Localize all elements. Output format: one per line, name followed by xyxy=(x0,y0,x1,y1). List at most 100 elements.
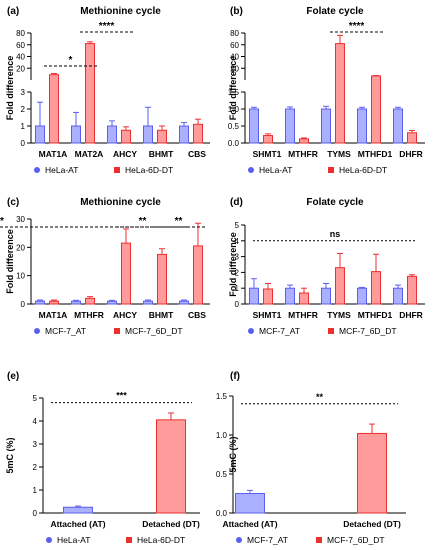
y-tick-label: 3 xyxy=(235,253,240,262)
x-tick-label: MTHFR xyxy=(74,310,104,320)
panel-label: (e) xyxy=(7,371,19,382)
y-tick-label: 20 xyxy=(230,64,239,73)
y-axis-label: Fold difference xyxy=(5,229,15,294)
legend-label: HeLa-AT xyxy=(259,165,292,175)
x-tick-label: MAT2A xyxy=(75,149,104,159)
y-tick-label: 60 xyxy=(230,41,239,50)
panel-label: (f) xyxy=(230,371,240,382)
bar-blue xyxy=(357,287,367,305)
x-tick-label: Attached (AT) xyxy=(50,519,105,529)
bar-blue xyxy=(321,108,331,144)
bar-red xyxy=(263,135,273,144)
bar-red xyxy=(263,288,273,305)
legend-marker-blue xyxy=(248,328,254,334)
y-tick-label: 2 xyxy=(33,463,38,472)
bar-red xyxy=(193,123,203,144)
y-tick-label: 20 xyxy=(16,64,25,73)
x-tick-label: TYMS xyxy=(327,310,351,320)
legend-label: HeLa-6D-DT xyxy=(339,165,387,175)
x-tick-label: Detached (DT) xyxy=(142,519,200,529)
y-axis-label: Fold difference xyxy=(228,232,238,297)
y-tick-label: 2 xyxy=(21,105,26,114)
y-tick-label: 20 xyxy=(16,243,25,252)
chart-title: Folate cycle xyxy=(306,6,364,17)
legend-label: MCF-7_6D_DT xyxy=(327,535,385,545)
y-tick-label: 5 xyxy=(33,394,38,403)
y-tick-label: 10 xyxy=(16,272,25,281)
bar-red xyxy=(371,271,381,305)
bar-blue xyxy=(35,125,45,144)
y-tick-label: 40 xyxy=(230,53,239,62)
y-tick-label: 30 xyxy=(16,215,25,224)
bar-blue xyxy=(71,125,81,144)
x-tick-label: BHMT xyxy=(149,149,174,159)
significance-label: ** xyxy=(175,216,183,227)
y-tick-label: 5 xyxy=(235,221,240,230)
y-tick-label: 0 xyxy=(21,139,26,148)
y-tick-label: 0 xyxy=(21,300,26,309)
significance-label: **** xyxy=(349,21,365,32)
bar-red xyxy=(85,297,95,305)
bar-red xyxy=(49,300,59,305)
legend-marker-red xyxy=(316,537,322,543)
x-tick-label: AHCY xyxy=(113,310,137,320)
x-tick-label: MTHFR xyxy=(288,149,318,159)
y-tick-label: 0.5 xyxy=(228,122,240,131)
significance-label: ** xyxy=(139,216,147,227)
bar-blue xyxy=(35,300,45,305)
legend-label: MCF-7_AT xyxy=(247,535,288,545)
x-tick-label: SHMT1 xyxy=(253,149,282,159)
legend-label: MCF-7_6D_DT xyxy=(339,326,397,336)
bar-blue xyxy=(179,300,189,305)
y-tick-label: 4 xyxy=(235,237,240,246)
legend-label: HeLa-AT xyxy=(45,165,78,175)
bar-blue xyxy=(321,287,331,305)
x-tick-label: MTHFR xyxy=(288,310,318,320)
bar-blue xyxy=(285,287,295,305)
bar-blue xyxy=(393,287,403,305)
x-tick-label: MAT1A xyxy=(39,310,68,320)
bar-blue xyxy=(235,493,265,514)
legend-label: HeLa-AT xyxy=(57,535,90,545)
legend-marker-blue xyxy=(34,328,40,334)
y-tick-label: 3 xyxy=(33,440,38,449)
x-tick-label: CBS xyxy=(188,149,206,159)
x-tick-label: TYMS xyxy=(327,149,351,159)
chart-title: Folate cycle xyxy=(306,197,364,208)
y-axis-label: Fold difference xyxy=(228,56,238,121)
x-tick-label: SHMT1 xyxy=(253,310,282,320)
legend-marker-red xyxy=(126,537,132,543)
bar-blue xyxy=(107,300,117,305)
significance-label: ** xyxy=(316,392,324,402)
y-axis-label: 5mC (%) xyxy=(228,436,238,472)
bar-blue xyxy=(393,108,403,144)
legend-marker-red xyxy=(328,328,334,334)
bar-red xyxy=(299,138,309,144)
x-tick-label: MTHFD1 xyxy=(358,149,393,159)
significance-label: ** xyxy=(0,216,4,227)
legend-marker-red xyxy=(114,328,120,334)
legend-label: MCF-7_6D_DT xyxy=(125,326,183,336)
y-tick-label: 0.0 xyxy=(216,509,228,518)
bar-red xyxy=(121,242,131,305)
bar-red xyxy=(407,275,417,305)
bar-blue xyxy=(249,287,259,305)
y-tick-label: 60 xyxy=(16,41,25,50)
y-tick-label: 1 xyxy=(33,486,38,495)
bar-red xyxy=(156,419,186,514)
legend-marker-blue xyxy=(46,537,52,543)
bar-blue xyxy=(249,108,259,144)
legend-label: HeLa-6D-DT xyxy=(125,165,173,175)
x-tick-label: MAT1A xyxy=(39,149,68,159)
y-axis-label: 5mC (%) xyxy=(5,437,15,473)
significance-label: * xyxy=(69,55,73,66)
x-tick-label: DHFR xyxy=(399,310,423,320)
legend-marker-blue xyxy=(248,167,254,173)
y-tick-label: 1 xyxy=(235,284,240,293)
significance-label: ns xyxy=(330,229,341,239)
legend-label: MCF-7_AT xyxy=(45,326,86,336)
bar-red xyxy=(335,267,345,305)
y-tick-label: 1.0 xyxy=(228,105,240,114)
bar-red xyxy=(299,292,309,305)
panel-label: (a) xyxy=(7,6,19,17)
